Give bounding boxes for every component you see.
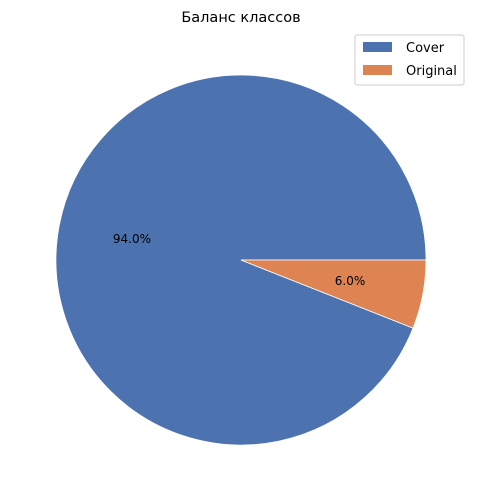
pie-slice-original <box>240 259 427 329</box>
legend-swatch-cover <box>363 42 392 52</box>
chart-title: Баланс классов <box>181 10 300 26</box>
legend-swatch-original <box>363 65 392 75</box>
pie-percent-labels: 94.0% 6.0% <box>113 232 365 288</box>
chart-legend: Cover Original <box>354 34 465 86</box>
pie-slices <box>55 74 427 446</box>
legend-label-original: Original <box>406 64 457 79</box>
percent-label-original: 6.0% <box>335 274 366 288</box>
legend-label-cover: Cover <box>406 41 445 56</box>
percent-label-cover: 94.0% <box>113 232 151 246</box>
